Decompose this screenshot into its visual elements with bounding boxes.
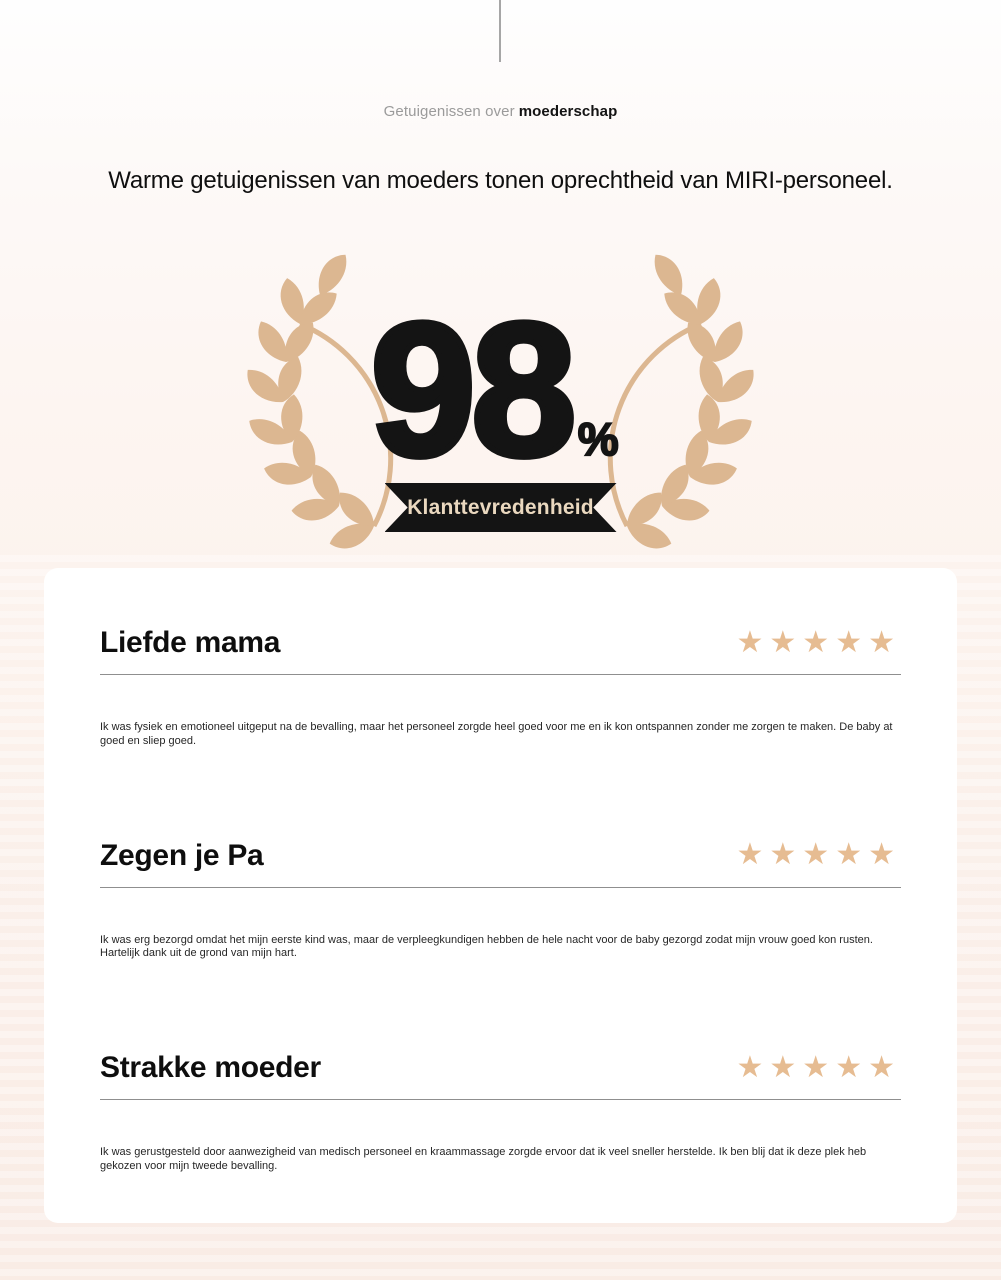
percent-sign: % <box>577 413 620 465</box>
eyebrow-highlight: moederschap <box>518 103 618 120</box>
page-title: Warme getuigenissen van moeders tonen op… <box>108 167 893 194</box>
divider <box>100 1099 901 1100</box>
divider <box>100 886 901 888</box>
star-rating-icon: ★★★★★ <box>736 625 901 659</box>
testimonial-section: Strakke moeder ★★★★★ Ik was gerustgestel… <box>100 1051 901 1174</box>
satisfaction-score: 98 % <box>0 284 995 496</box>
testimonial-header: Zegen je Pa ★★★★★ <box>100 839 901 872</box>
ribbon-label: Klanttevredenheid <box>407 495 594 519</box>
top-divider-line <box>499 0 501 62</box>
eyebrow: Getuigenissen over moederschap <box>0 103 1001 120</box>
testimonial-body: Ik was fysiek en emotioneel uitgeput na … <box>100 721 893 747</box>
testimonial-body: Ik was erg bezorgd omdat het mijn eerste… <box>100 933 873 960</box>
testimonials-card: Liefde mama ★★★★★ Ik was fysiek en emoti… <box>44 568 957 1223</box>
star-rating-icon: ★★★★★ <box>736 1050 901 1084</box>
eyebrow-prefix: Getuigenissen over <box>383 103 515 120</box>
award-ribbon: Klanttevredenheid <box>384 483 617 532</box>
testimonial-header: Strakke moeder ★★★★★ <box>100 1051 901 1084</box>
score-value: 98 <box>367 284 579 496</box>
testimonial-section: Zegen je Pa ★★★★★ Ik was erg bezorgd omd… <box>100 839 901 962</box>
divider <box>100 674 901 675</box>
testimonial-title: Strakke moeder <box>100 1051 321 1084</box>
testimonial-section: Liefde mama ★★★★★ Ik was fysiek en emoti… <box>100 626 901 749</box>
testimonial-header: Liefde mama ★★★★★ <box>100 626 901 659</box>
award-badge: 98 % Klanttevredenheid <box>0 272 1001 538</box>
testimonial-title: Zegen je Pa <box>100 838 264 872</box>
testimonial-body: Ik was gerustgesteld door aanwezigheid v… <box>100 1146 867 1172</box>
star-rating-icon: ★★★★★ <box>736 838 901 871</box>
testimonial-title: Liefde mama <box>100 626 281 659</box>
